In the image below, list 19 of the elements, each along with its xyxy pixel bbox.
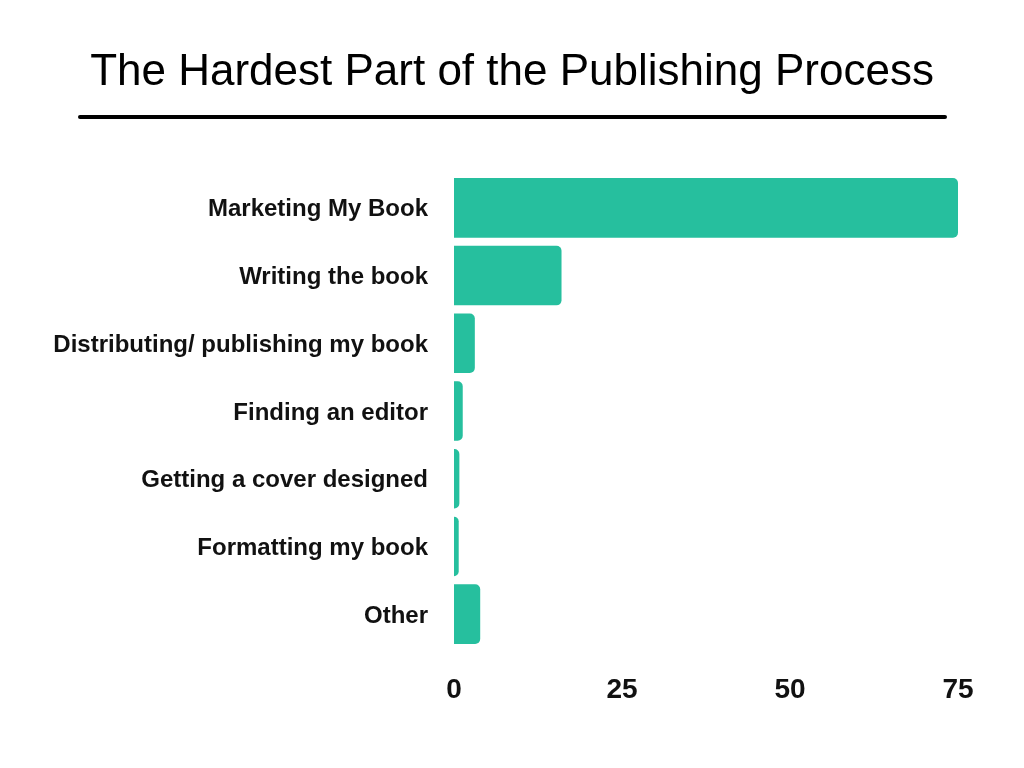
y-tick-label: Writing the book [239,262,429,290]
x-tick-label: 50 [774,672,806,704]
y-tick-label: Getting a cover designed [141,465,428,493]
x-tick-label: 25 [606,672,638,704]
bar [454,448,460,509]
bar [454,245,562,306]
chart-title: The Hardest Part of the Publishing Process [90,44,934,94]
x-tick-label: 75 [942,672,974,704]
bar [454,178,958,238]
y-tick-label: Marketing My Book [207,194,429,222]
y-tick-label: Distributing/ publishing my book [53,329,429,357]
bar [454,516,459,577]
bar [454,313,475,374]
bar [454,381,463,441]
bar [454,584,481,644]
x-tick-label: 0 [446,672,462,704]
y-tick-label: Finding an editor [233,397,428,425]
y-tick-label: Formatting my book [197,532,429,560]
y-tick-label: Other [363,600,428,628]
